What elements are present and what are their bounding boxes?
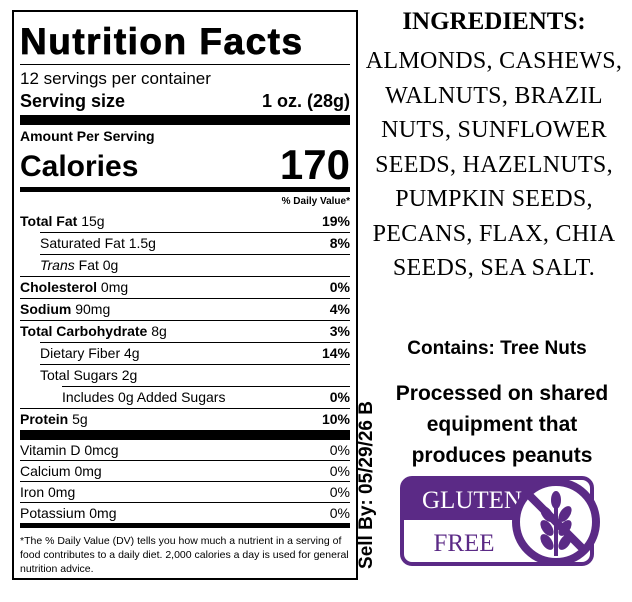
- vitamin-row: Calcium 0mg 0%: [20, 460, 350, 481]
- daily-value: 0%: [329, 389, 350, 405]
- daily-value: 19%: [321, 213, 350, 229]
- servings: 12 servings per container: [20, 69, 211, 88]
- nutrient-name: Trans: [40, 257, 75, 273]
- ingredients-heading: INGREDIENTS:: [402, 8, 586, 35]
- badge-band: [402, 478, 550, 520]
- nutrition-facts: Nutrition Facts 12 servings per containe…: [12, 10, 358, 580]
- nutrient-row: Includes 0g Added Sugars 0%: [62, 386, 350, 408]
- rule: [20, 523, 350, 528]
- nutrient-name: Saturated Fat 1.5g: [40, 235, 156, 251]
- nutrient-row: Trans Fat 0g: [40, 254, 350, 276]
- label: Calories: [20, 150, 139, 183]
- nutrient: Cholesterol 0mg: [20, 277, 128, 298]
- nutrient-row: Dietary Fiber 4g 14%: [40, 342, 350, 364]
- nutrient-row: Total Sugars 2g: [40, 364, 350, 386]
- rule: [20, 430, 350, 440]
- daily-value: 8%: [329, 235, 350, 251]
- nutrient-amount: 0mg: [100, 279, 129, 295]
- value: 1 oz. (28g): [261, 91, 350, 111]
- vitamin-name: Potassium 0mg: [20, 505, 117, 521]
- nutrient-name: Total Carbohydrate: [20, 323, 148, 339]
- nutrient-row: Protein 5g 10%: [20, 408, 350, 430]
- amount-per-serving: Amount Per Serving: [20, 128, 155, 144]
- vitamin-name: Vitamin D 0mcg: [20, 442, 119, 458]
- nutrient-row: Total Fat 15g 19%: [20, 211, 350, 232]
- daily-value: 0%: [329, 279, 350, 295]
- nutrient: Trans Fat 0g: [40, 255, 118, 276]
- badge-line2: FREE: [433, 530, 494, 557]
- daily-value: 3%: [329, 323, 350, 339]
- nutrient: Protein 5g: [20, 409, 88, 430]
- nutrient: Total Fat 15g: [20, 211, 105, 232]
- serving-size: Serving size 1 oz. (28g): [20, 90, 350, 112]
- vitamin-name: Calcium 0mg: [20, 463, 102, 479]
- nutrient-rows: Total Fat 15g 19% Saturated Fat 1.5g 8% Tran…: [20, 211, 350, 430]
- calories: Calories 170: [20, 141, 350, 188]
- nutrient-name: Cholesterol: [20, 279, 98, 295]
- nutrient-row: Saturated Fat 1.5g 8%: [40, 232, 350, 254]
- daily-value: 14%: [321, 345, 350, 361]
- nutrient-amount: 8g: [151, 323, 167, 339]
- vitamin-row: Iron 0mg 0%: [20, 481, 350, 502]
- ingredients-text: ALMONDS, CASHEWS, WALNUTS, BRAZIL NUTS, …: [365, 48, 623, 281]
- nutrient: Includes 0g Added Sugars: [62, 387, 225, 408]
- nutrient: Total Sugars 2g: [40, 365, 137, 386]
- nutrient-amount: 90mg: [75, 301, 111, 317]
- nutrient: Sodium 90mg: [20, 299, 110, 320]
- vitamin-rows: Vitamin D 0mcg 0% Calcium 0mg 0% Iron 0mg 0% P…: [20, 440, 350, 523]
- nutrient-row: Total Carbohydrate 8g 3%: [20, 320, 350, 342]
- nutrient-row: Sodium 90mg 4%: [20, 298, 350, 320]
- nutrient-name: Sodium: [20, 301, 72, 317]
- nf-title: Nutrition Facts: [20, 21, 304, 63]
- slash: [525, 491, 587, 553]
- footnote: *The % Daily Value (DV) tells you how mu…: [20, 535, 349, 575]
- label: Serving size: [20, 91, 126, 111]
- nutrient-amount: 5g: [72, 411, 88, 427]
- vitamin-name: Iron 0mg: [20, 484, 76, 500]
- rule: [20, 115, 350, 125]
- daily-value: 4%: [329, 301, 350, 317]
- nutrient-name: Dietary Fiber 4g: [40, 345, 140, 361]
- rule: [20, 187, 350, 192]
- nutrient-name: Total Sugars 2g: [40, 367, 138, 383]
- nutrient-amount: Fat 0g: [78, 257, 119, 273]
- nutrient-name: Total Fat: [20, 213, 78, 229]
- dv-header: % Daily Value*: [281, 196, 350, 207]
- badge-line1: GLUTEN: [422, 487, 522, 514]
- nutrient-row: Cholesterol 0mg 0%: [20, 276, 350, 298]
- daily-value: 0%: [329, 463, 350, 479]
- value: 170: [279, 141, 350, 188]
- nutrient: Total Carbohydrate 8g: [20, 321, 167, 342]
- vitamin-row: Vitamin D 0mcg 0%: [20, 440, 350, 460]
- daily-value: 10%: [321, 411, 350, 427]
- nutrient-amount: 15g: [81, 213, 105, 229]
- nutrient-name: Includes 0g Added Sugars: [62, 389, 226, 405]
- nutrient: Saturated Fat 1.5g: [40, 233, 156, 254]
- vitamin-row: Potassium 0mg 0%: [20, 502, 350, 523]
- rule: [20, 64, 350, 65]
- sell-by: Sell By: 05/29/26 B: [356, 401, 377, 569]
- processed-note: Processed on shared equipment that produ…: [395, 382, 609, 467]
- nutrient-name: Protein: [20, 411, 69, 427]
- nutrient: Dietary Fiber 4g: [40, 343, 140, 364]
- daily-value: 0%: [329, 484, 350, 500]
- daily-value: 0%: [329, 442, 350, 458]
- allergen: Contains: Tree Nuts: [407, 338, 587, 359]
- gluten-free-badge: GLUTEN FREE: [400, 476, 600, 566]
- daily-value: 0%: [329, 505, 350, 521]
